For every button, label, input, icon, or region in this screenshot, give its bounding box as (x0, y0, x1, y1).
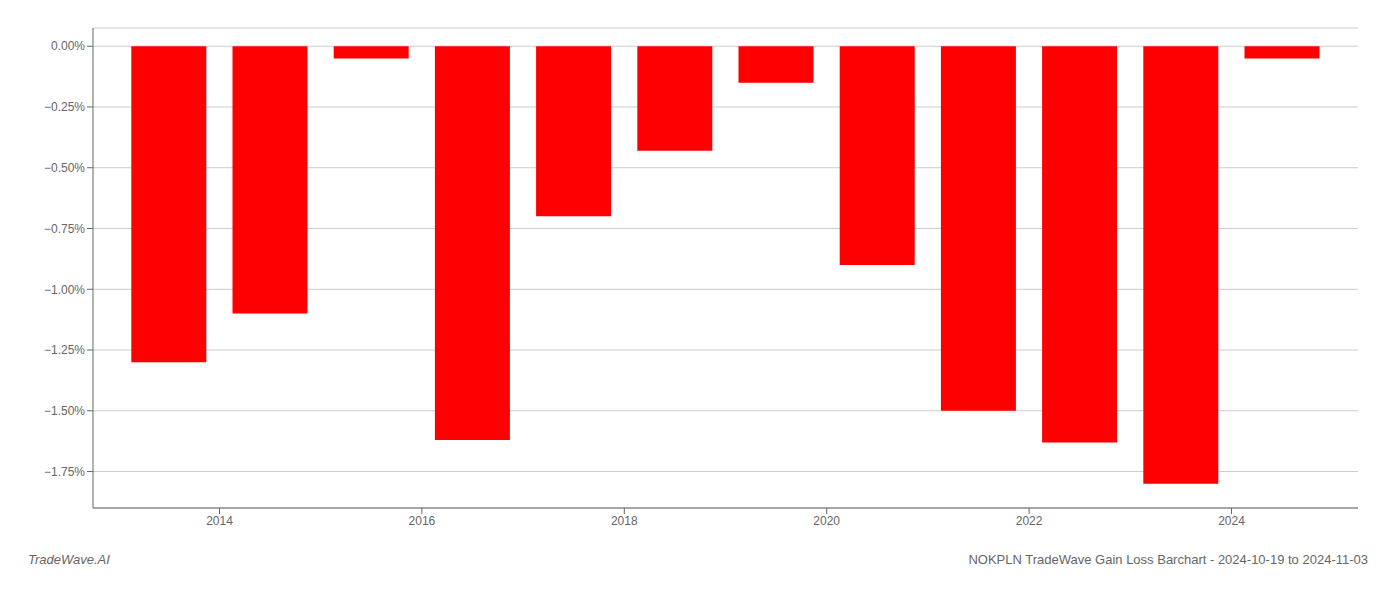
svg-text:2016: 2016 (409, 514, 436, 528)
svg-text:−0.50%: −0.50% (44, 161, 85, 175)
html-text:NOKPLN TradeWave Gain Loss Bar: NOKPLN TradeWave Gain Loss Barchart - 20… (968, 552, 1368, 567)
svg-text:2024: 2024 (1218, 514, 1245, 528)
svg-text:−1.75%: −1.75% (44, 465, 85, 479)
svg-text:−1.50%: −1.50% (44, 404, 85, 418)
html-text:TradeWave.AI: TradeWave.AI (28, 552, 110, 567)
svg-text:2022: 2022 (1016, 514, 1043, 528)
svg-text:0.00%: 0.00% (51, 39, 85, 53)
svg-text:−0.25%: −0.25% (44, 100, 85, 114)
svg-text:2018: 2018 (611, 514, 638, 528)
svg-text:−1.25%: −1.25% (44, 343, 85, 357)
svg-text:−0.75%: −0.75% (44, 222, 85, 236)
svg-text:2014: 2014 (206, 514, 233, 528)
svg-text:2020: 2020 (813, 514, 840, 528)
svg-text:−1.00%: −1.00% (44, 283, 85, 297)
